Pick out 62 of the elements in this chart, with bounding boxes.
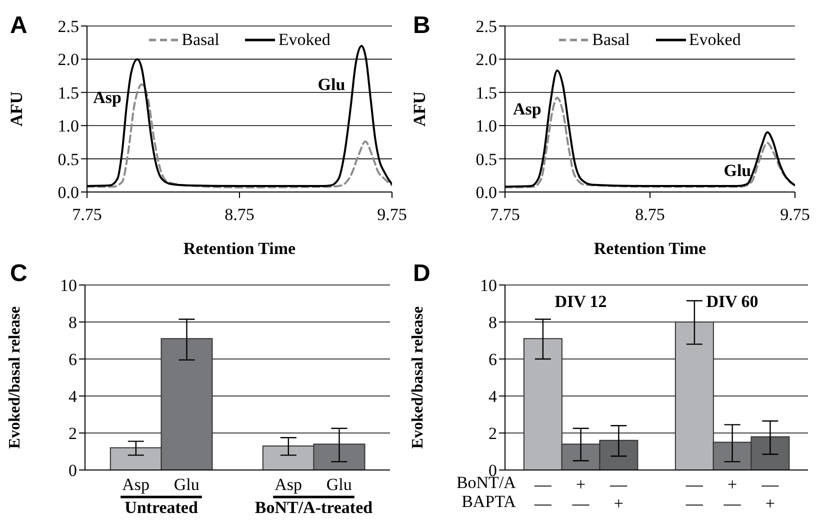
x-tick-label: + — <box>722 475 742 513</box>
y-tick-label: 2.5 <box>58 17 79 36</box>
legend-label: Evoked <box>688 30 741 50</box>
y-tick-label: 2.5 <box>476 17 497 36</box>
chart-title: C <box>10 260 28 288</box>
x-axis-title: Retention Time <box>183 239 296 258</box>
x-tick-label: 8.75 <box>635 205 665 224</box>
y-tick-label: 8 <box>68 313 77 332</box>
x-axis-title: Retention Time <box>594 239 707 258</box>
x-tick-label: 8.75 <box>224 205 254 224</box>
y-tick-label: 1.0 <box>58 116 79 136</box>
x-tick-label: Asp <box>274 475 302 494</box>
y-tick-label: 0.0 <box>476 183 497 202</box>
y-axis-title: AFU <box>7 92 26 126</box>
y-tick-label: 2.0 <box>476 50 497 70</box>
x-tick-label: Asp <box>122 475 150 494</box>
y-tick-label: 0 <box>68 461 77 480</box>
legend-label: Basal <box>182 30 220 50</box>
chart-title: D <box>413 260 430 288</box>
y-tick-label: 2 <box>68 424 77 444</box>
y-tick-label: 8 <box>488 313 497 332</box>
y-tick-label: 2 <box>488 424 497 444</box>
text: BoNT/A-treated <box>254 498 374 517</box>
annotation: Glu <box>724 161 752 180</box>
x-tick-label: — + <box>609 475 628 513</box>
x-tick-label: + — <box>571 475 590 513</box>
y-tick-label: 0.5 <box>476 150 497 169</box>
annotation: DIV 60 <box>706 292 758 311</box>
text: Untreated <box>124 498 198 517</box>
y-tick-label: 6 <box>68 350 77 370</box>
y-tick-label: 10 <box>60 276 77 296</box>
chart-title: B <box>413 12 430 40</box>
y-tick-label: 6 <box>488 350 497 370</box>
legend-label: Basal <box>592 30 630 50</box>
x-tick-label: — — <box>684 475 704 513</box>
x-tick-label: 7.75 <box>490 205 520 224</box>
y-tick-label: 1.5 <box>58 83 79 102</box>
annotation: Asp <box>513 99 542 118</box>
chart-title: A <box>10 12 28 40</box>
y-axis-title: Evoked/basal release <box>6 306 24 449</box>
x-tick-label: Glu <box>326 475 352 494</box>
y-tick-label: 10 <box>480 276 497 296</box>
x-tick-label: Glu <box>174 475 200 494</box>
x-tick-label: 9.75 <box>780 205 810 224</box>
annotation: DIV 12 <box>554 292 607 311</box>
y-tick-label: 4 <box>488 387 498 406</box>
legend-label: Evoked <box>278 30 330 50</box>
y-axis-title: AFU <box>410 92 430 126</box>
annotation: Asp <box>93 88 122 108</box>
x-tick-label: — — <box>533 475 552 513</box>
y-tick-label: 1.0 <box>476 116 497 136</box>
y-tick-label: 0.5 <box>58 150 79 169</box>
annotation: Glu <box>318 74 346 94</box>
x-tick-label: 9.75 <box>377 205 407 224</box>
text: BAPTA <box>462 492 517 511</box>
y-tick-label: 2.0 <box>58 50 79 70</box>
y-tick-label: 0.0 <box>58 183 79 202</box>
x-tick-label: — + <box>760 475 780 513</box>
y-axis-title: Evoked/basal release <box>410 306 427 449</box>
y-tick-label: 4 <box>68 387 78 406</box>
x-tick-label: 7.75 <box>72 205 102 224</box>
y-tick-label: 1.5 <box>476 83 497 102</box>
